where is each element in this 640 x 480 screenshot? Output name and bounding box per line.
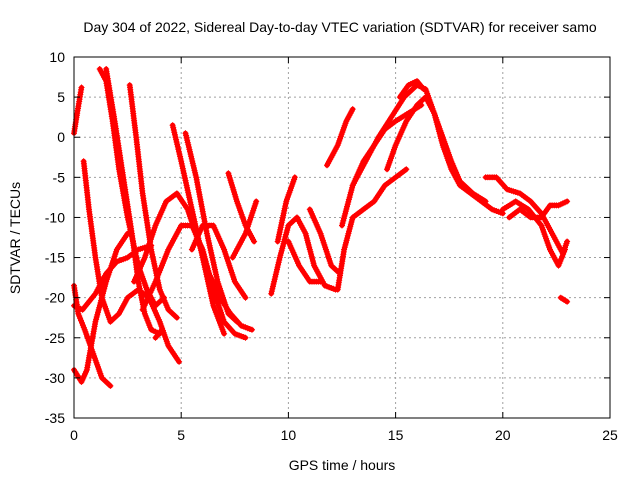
series-arc-25: [384, 94, 489, 205]
x-tick-label: 20: [495, 427, 511, 443]
series-arc-28: [499, 198, 568, 269]
series-markers: [152, 326, 165, 341]
series-markers: [188, 222, 249, 301]
y-tick-label: -25: [45, 330, 65, 346]
series-markers: [396, 78, 427, 101]
plot-frame: [73, 56, 611, 419]
series-markers: [506, 198, 571, 221]
y-tick-label: -20: [45, 290, 65, 306]
series-arc-21: [324, 106, 356, 169]
series-arc-20: [306, 206, 343, 277]
y-tick-label: 0: [57, 129, 65, 145]
series-markers: [499, 198, 568, 269]
x-tick-label: 25: [602, 427, 618, 443]
y-tick-label: 5: [57, 89, 65, 105]
y-tick-label: -35: [45, 410, 65, 426]
series-markers: [229, 198, 260, 261]
series-arc-26: [396, 78, 427, 101]
y-tick-label: -30: [45, 370, 65, 386]
y-tick-label: -10: [45, 209, 65, 225]
y-tick-label: -15: [45, 250, 65, 266]
chart-title: Day 304 of 2022, Sidereal Day-to-day VTE…: [83, 19, 596, 35]
y-tick-label: 10: [49, 49, 65, 65]
grid: [74, 57, 610, 418]
series-arc-29: [506, 198, 571, 221]
series-markers: [306, 206, 343, 277]
x-tick-label: 0: [70, 427, 78, 443]
series-arc-16: [229, 198, 260, 261]
series-arc-22: [334, 166, 410, 293]
series-markers: [169, 122, 228, 337]
series-markers: [557, 294, 571, 305]
series-markers: [274, 174, 298, 245]
y-tick-label: -5: [53, 169, 66, 185]
x-tick-label: 15: [388, 427, 404, 443]
x-tick-label: 10: [281, 427, 297, 443]
series-arc-18: [274, 174, 298, 245]
series-arc-19: [285, 238, 324, 285]
series-arc-5: [80, 158, 183, 365]
series-markers: [384, 94, 489, 205]
series-arc-13: [182, 130, 240, 325]
series-arc-17: [268, 214, 339, 297]
series-markers: [285, 238, 324, 285]
x-axis-label: GPS time / hours: [289, 457, 396, 473]
series-arc-9: [152, 326, 165, 341]
series-arc-30: [557, 294, 571, 305]
series-markers: [182, 130, 240, 325]
series-markers: [324, 106, 356, 169]
axis-ticks: 10 5 0 -5 -10 -15 -20 -25 -30 -35 0 5 10 15 20 25: [45, 49, 618, 443]
x-tick-label: 5: [177, 427, 185, 443]
series-arc-14: [188, 222, 249, 301]
y-axis-label: SDTVAR / TECUs: [7, 182, 23, 294]
series-markers: [334, 166, 410, 293]
